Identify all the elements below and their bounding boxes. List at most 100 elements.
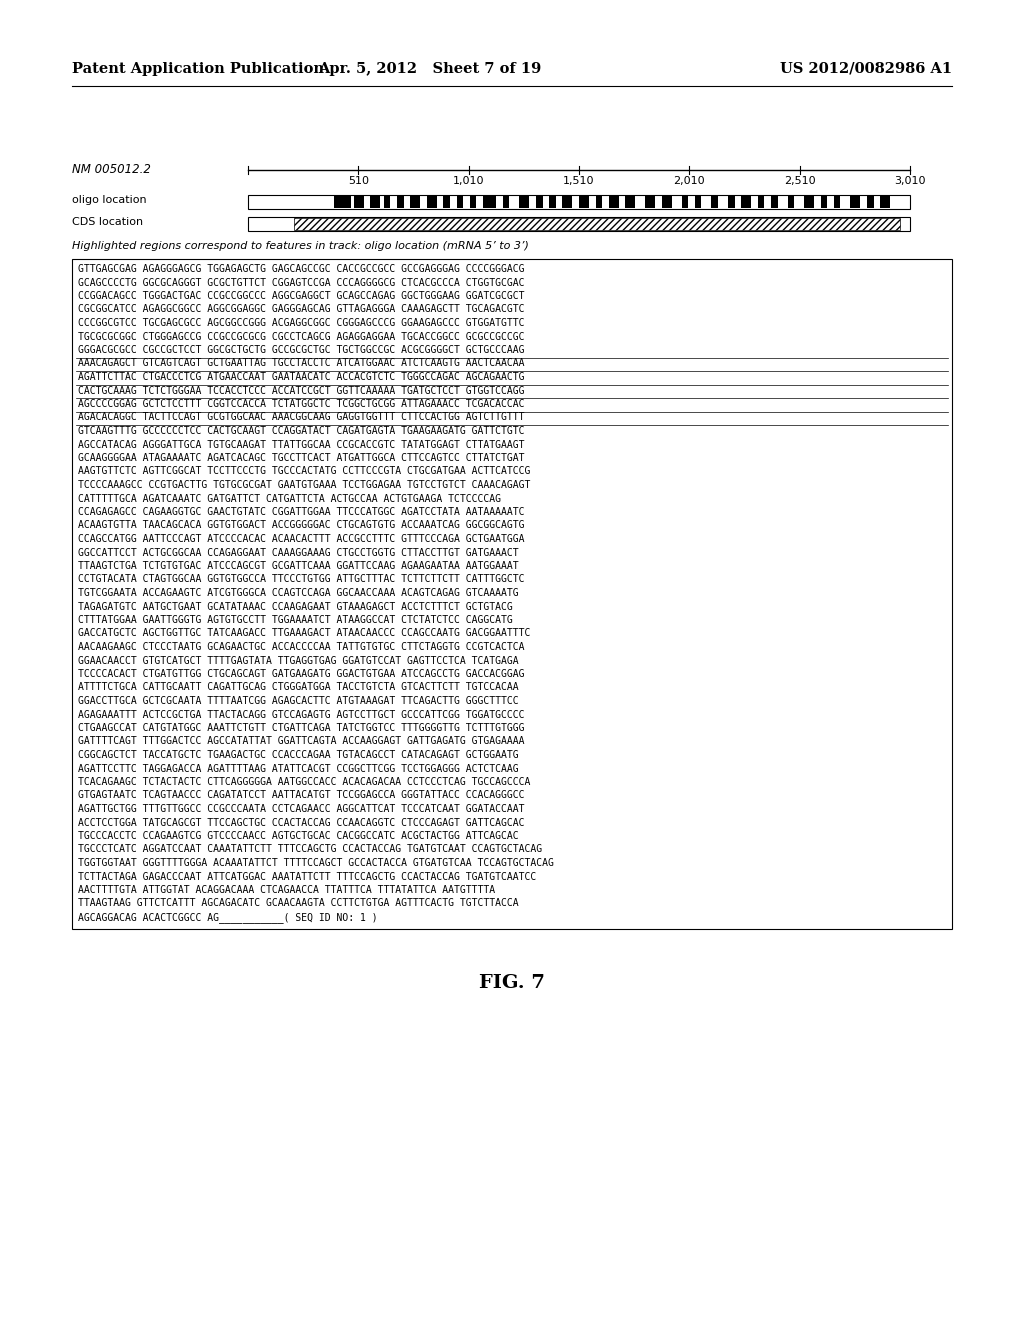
Text: CDS location: CDS location [72,216,143,227]
Bar [645,195,655,209]
Text: TCTTACTAGA GAGACCCAAT ATTCATGGAC AAATATTCTT TTTCCAGCTG CCACTACCAG TGATGTCAATCC: TCTTACTAGA GAGACCCAAT ATTCATGGAC AAATATT… [78,871,537,882]
Bar [384,195,390,209]
Text: TGTCGGAATA ACCAGAAGTC ATCGTGGGCA CCAGTCCAGA GGCAACCAAA ACAGTCAGAG GTCAAAATG: TGTCGGAATA ACCAGAAGTC ATCGTGGGCA CCAGTCC… [78,587,518,598]
Text: TCCCCACACT CTGATGTTGG CTGCAGCAGT GATGAAGATG GGACTGTGAA ATCCAGCCTG GACCACGGAG: TCCCCACACT CTGATGTTGG CTGCAGCAGT GATGAAG… [78,669,524,678]
Text: AGCAGGACAG ACACTCGGCC AG___________( SEQ ID NO: 1 ): AGCAGGACAG ACACTCGGCC AG___________( SEQ… [78,912,378,923]
Text: GGCCATTCCT ACTGCGGCAA CCAGAGGAAT CAAAGGAAAG CTGCCTGGTG CTTACCTTGT GATGAAACT: GGCCATTCCT ACTGCGGCAA CCAGAGGAAT CAAAGGA… [78,548,518,557]
Text: GGGACGCGCC CGCCGCTCCT GGCGCTGCTG GCCGCGCTGC TGCTGGCCGC ACGCGGGGCT GCTGCCCAAG: GGGACGCGCC CGCCGCTCCT GGCGCTGCTG GCCGCGC… [78,345,524,355]
Text: CTTTATGGAA GAATTGGGTG AGTGTGCCTT TGGAAAATCT ATAAGGCCAT CTCTATCTCC CAGGCATG: CTTTATGGAA GAATTGGGTG AGTGTGCCTT TGGAAAA… [78,615,513,624]
Text: GTGAGTAATC TCAGTAACCC CAGATATCCT AATTACATGT TCCGGAGCCA GGGTATTACC CCACAGGGCC: GTGAGTAATC TCAGTAACCC CAGATATCCT AATTACA… [78,791,524,800]
Bar [562,195,572,209]
Bar [881,195,890,209]
Bar [411,195,420,209]
Text: FIG. 7: FIG. 7 [479,974,545,991]
Text: GCAAGGGGAA ATAGAAAATC AGATCACAGC TGCCTTCACT ATGATTGGCA CTTCCAGTCC CTTATCTGAT: GCAAGGGGAA ATAGAAAATC AGATCACAGC TGCCTTC… [78,453,524,463]
Bar [662,195,672,209]
Text: Highlighted regions correspond to features in track: oligo location (mRNA 5’ to : Highlighted regions correspond to featur… [72,242,528,251]
Bar [536,195,543,209]
Bar [470,195,476,209]
Text: 1,010: 1,010 [453,176,484,186]
Text: CCCGGCGTCC TGCGAGCGCC AGCGGCCGGG ACGAGGCGGC CGGGAGCCCG GGAAGAGCCC GTGGATGTTC: CCCGGCGTCC TGCGAGCGCC AGCGGCCGGG ACGAGGC… [78,318,524,327]
Text: TTAAGTAAG GTTCTCATTT AGCAGACATC GCAACAAGTA CCTTCTGTGA AGTTTCACTG TGTCTTACCA: TTAAGTAAG GTTCTCATTT AGCAGACATC GCAACAAG… [78,899,518,908]
Text: CATTTTTGCA AGATCAAATC GATGATTCT CATGATTCTA ACTGCCAA ACTGTGAAGA TCTCCCCAG: CATTTTTGCA AGATCAAATC GATGATTCT CATGATTC… [78,494,501,503]
Text: GCAGCCCCTG GGCGCAGGGT GCGCTGTTCT CGGAGTCCGA CCCAGGGGCG CTCACGCCCA CTGGTGCGAC: GCAGCCCCTG GGCGCAGGGT GCGCTGTTCT CGGAGTC… [78,277,524,288]
Text: Patent Application Publication: Patent Application Publication [72,62,324,77]
Bar [820,195,827,209]
Bar [787,195,795,209]
Bar [867,195,873,209]
Bar [371,195,380,209]
Text: GTTGAGCGAG AGAGGGAGCG TGGAGAGCTG GAGCAGCCGC CACCGCCGCC GCCGAGGGAG CCCCGGGACG: GTTGAGCGAG AGAGGGAGCG TGGAGAGCTG GAGCAGC… [78,264,524,275]
Text: AAACAGAGCT GTCAGTCAGT GCTGAATTAG TGCCTACCTC ATCATGGAAC ATCTCAAGTG AACTCAACAA: AAACAGAGCT GTCAGTCAGT GCTGAATTAG TGCCTAC… [78,359,524,368]
Text: 510: 510 [348,176,369,186]
Text: CCAGCCATGG AATTCCCAGT ATCCCCACAC ACAACACTTT ACCGCCTTTC GTTTCCCAGA GCTGAATGGA: CCAGCCATGG AATTCCCAGT ATCCCCACAC ACAACAC… [78,535,524,544]
Bar [626,195,635,209]
Bar [712,195,718,209]
Bar [579,195,589,209]
Text: oligo location: oligo location [72,195,146,205]
Bar [248,195,910,209]
Text: AGATTGCTGG TTTGTTGGCC CCGCCCAATA CCTCAGAACC AGGCATTCAT TCCCATCAAT GGATACCAAT: AGATTGCTGG TTTGTTGGCC CCGCCCAATA CCTCAGA… [78,804,524,814]
Bar [549,195,556,209]
Bar [427,195,436,209]
Text: CACTGCAAAG TCTCTGGGAA TCCACCTCCC ACCATCCGCT GGTTCAAAAA TGATGCTCCT GTGGTCCAGG: CACTGCAAAG TCTCTGGGAA TCCACCTCCC ACCATCC… [78,385,524,396]
Text: TCACAGAAGC TCTACTACTC CTTCAGGGGGA AATGGCCACC ACACAGACAA CCTCCCTCAG TGCCAGCCCA: TCACAGAAGC TCTACTACTC CTTCAGGGGGA AATGGC… [78,777,530,787]
Bar [850,195,860,209]
Bar [728,195,734,209]
Bar [596,195,602,209]
Text: AACTTTTGTA ATTGGTAT ACAGGACAAA CTCAGAACCA TTATTTCA TTTATATTCA AATGTTTTA: AACTTTTGTA ATTGGTAT ACAGGACAAA CTCAGAACC… [78,884,496,895]
Bar [741,195,752,209]
Text: 2,010: 2,010 [674,176,706,186]
Bar [72,259,952,928]
Text: TGCGCGCGGC CTGGGAGCCG CCGCCGCGCG CGCCTCAGCG AGAGGAGGAA TGCACCGGCC GCGCCGCCGC: TGCGCGCGGC CTGGGAGCCG CCGCCGCGCG CGCCTCA… [78,331,524,342]
Bar [682,195,688,209]
Text: ACCTCCTGGA TATGCAGCGT TTCCAGCTGC CCACTACCAG CCAACAGGTC CTCCCAGAGT GATTCAGCAC: ACCTCCTGGA TATGCAGCGT TTCCAGCTGC CCACTAC… [78,817,524,828]
Text: GATTTTCAGT TTTGGACTCC AGCCATATTAT GGATTCAGTA ACCAAGGAGT GATTGAGATG GTGAGAAAA: GATTTTCAGT TTTGGACTCC AGCCATATTAT GGATTC… [78,737,524,747]
Text: CCAGAGAGCC CAGAAGGTGC GAACTGTATC CGGATTGGAA TTCCCATGGC AGATCCTATA AATAAAAATC: CCAGAGAGCC CAGAAGGTGC GAACTGTATC CGGATTG… [78,507,524,517]
Bar [457,195,463,209]
Text: NM 005012.2: NM 005012.2 [72,162,151,176]
Bar [609,195,618,209]
Text: TTAAGTCTGA TCTGTGTGAC ATCCCAGCGT GCGATTCAAA GGATTCCAAG AGAAGAATAA AATGGAAAT: TTAAGTCTGA TCTGTGTGAC ATCCCAGCGT GCGATTC… [78,561,518,572]
Text: AGAGAAATTT ACTCCGCTGA TTACTACAGG GTCCAGAGTG AGTCCTTGCT GCCCATTCGG TGGATGCCCC: AGAGAAATTT ACTCCGCTGA TTACTACAGG GTCCAGA… [78,710,524,719]
Bar [248,216,910,231]
Bar [483,195,497,209]
Text: TGCCCTCATC AGGATCCAAT CAAATATTCTT TTTCCAGCTG CCACTACCAG TGATGTCAAT CCAGTGCTACAG: TGCCCTCATC AGGATCCAAT CAAATATTCTT TTTCCA… [78,845,542,854]
Text: AGCCATACAG AGGGATTGCA TGTGCAAGAT TTATTGGCAA CCGCACCGTC TATATGGAGT CTTATGAAGT: AGCCATACAG AGGGATTGCA TGTGCAAGAT TTATTGG… [78,440,524,450]
Bar [758,195,764,209]
Text: GTCAAGTTTG GCCCCCCTCC CACTGCAAGT CCAGGATACT CAGATGAGTA TGAAGAAGATG GATTCTGTC: GTCAAGTTTG GCCCCCCTCC CACTGCAAGT CCAGGAT… [78,426,524,436]
Text: AGATTCTTAC CTGACCCTCG ATGAACCAAT GAATAACATC ACCACGTCTC TGGGCCAGAC AGCAGAACTG: AGATTCTTAC CTGACCCTCG ATGAACCAAT GAATAAC… [78,372,524,381]
Text: AACAAGAAGC CTCCCTAATG GCAGAACTGC ACCACCCCAA TATTGTGTGC CTTCTAGGTG CCGTCACTCA: AACAAGAAGC CTCCCTAATG GCAGAACTGC ACCACCC… [78,642,524,652]
Text: TGCCCACCTC CCAGAAGTCG GTCCCCAACC AGTGCTGCAC CACGGCCATC ACGCTACTGG ATTCAGCAC: TGCCCACCTC CCAGAAGTCG GTCCCCAACC AGTGCTG… [78,832,518,841]
Bar [334,195,350,209]
Bar [354,195,364,209]
Text: TAGAGATGTC AATGCTGAAT GCATATAAAC CCAAGAGAAT GTAAAGAGCT ACCTCTTTCT GCTGTACG: TAGAGATGTC AATGCTGAAT GCATATAAAC CCAAGAG… [78,602,513,611]
Text: CCTGTACATA CTAGTGGCAA GGTGTGGCCA TTCCCTGTGG ATTGCTTTAC TCTTCTTCTT CATTTGGCTC: CCTGTACATA CTAGTGGCAA GGTGTGGCCA TTCCCTG… [78,574,524,585]
Text: 1,510: 1,510 [563,176,595,186]
Bar [443,195,450,209]
Text: ACAAGTGTTA TAACAGCACA GGTGTGGACT ACCGGGGGAC CTGCAGTGTG ACCAAATCAG GGCGGCAGTG: ACAAGTGTTA TAACAGCACA GGTGTGGACT ACCGGGG… [78,520,524,531]
Text: AGATTCCTTC TAGGAGACCA AGATTTTAAG ATATTCACGT CCGGCTTCGG TCCTGGAGGG ACTCTCAAG: AGATTCCTTC TAGGAGACCA AGATTTTAAG ATATTCA… [78,763,518,774]
Text: ATTTTCTGCA CATTGCAATT CAGATTGCAG CTGGGATGGA TACCTGTCTA GTCACTTCTT TGTCCACAA: ATTTTCTGCA CATTGCAATT CAGATTGCAG CTGGGAT… [78,682,518,693]
Text: AGCCCCGGAG GCTCTCCTTT CGGTCCACCA TCTATGGCTC TCGGCTGCGG ATTAGAAACC TCGACACCAC: AGCCCCGGAG GCTCTCCTTT CGGTCCACCA TCTATGG… [78,399,524,409]
Text: GGAACAACCT GTGTCATGCT TTTTGAGTATA TTGAGGTGAG GGATGTCCAT GAGTTCCTCA TCATGAGA: GGAACAACCT GTGTCATGCT TTTTGAGTATA TTGAGG… [78,656,518,665]
Text: CTGAAGCCAT CATGTATGGC AAATTCTGTT CTGATTCAGA TATCTGGTCC TTTGGGGTTG TCTTTGTGGG: CTGAAGCCAT CATGTATGGC AAATTCTGTT CTGATTC… [78,723,524,733]
Bar [804,195,814,209]
Text: CGGCAGCTCT TACCATGCTC TGAAGACTGC CCACCCAGAA TGTACAGCCT CATACAGAGT GCTGGAATG: CGGCAGCTCT TACCATGCTC TGAAGACTGC CCACCCA… [78,750,518,760]
Text: CCGGACAGCC TGGGACTGAC CCGCCGGCCC AGGCGAGGCT GCAGCCAGAG GGCTGGGAAG GGATCGCGCT: CCGGACAGCC TGGGACTGAC CCGCCGGCCC AGGCGAG… [78,290,524,301]
Text: Apr. 5, 2012   Sheet 7 of 19: Apr. 5, 2012 Sheet 7 of 19 [318,62,542,77]
Bar [294,218,900,230]
Text: AGACACAGGC TACTTCCAGT GCGTGGCAAC AAACGGCAAG GAGGTGGTTT CTTCCACTGG AGTCTTGTTT: AGACACAGGC TACTTCCAGT GCGTGGCAAC AAACGGC… [78,412,524,422]
Text: TCCCCAAAGCC CCGTGACTTG TGTGCGCGAT GAATGTGAAA TCCTGGAGAA TGTCCTGTCT CAAACAGAGT: TCCCCAAAGCC CCGTGACTTG TGTGCGCGAT GAATGT… [78,480,530,490]
Bar [771,195,777,209]
Bar [695,195,701,209]
Text: GACCATGCTC AGCTGGTTGC TATCAAGACC TTGAAAGACT ATAACAACCC CCAGCCAATG GACGGAATTTC: GACCATGCTC AGCTGGTTGC TATCAAGACC TTGAAAG… [78,628,530,639]
Text: AAGTGTTCTC AGTTCGGCAT TCCTTCCCTG TGCCCACTATG CCTTCCCGTA CTGCGATGAA ACTTCATCCG: AAGTGTTCTC AGTTCGGCAT TCCTTCCCTG TGCCCAC… [78,466,530,477]
Text: TGGTGGTAAT GGGTTTTGGGA ACAAATATTCT TTTTCCAGCT GCCACTACCA GTGATGTCAA TCCAGTGCTACA: TGGTGGTAAT GGGTTTTGGGA ACAAATATTCT TTTTC… [78,858,554,869]
Text: US 2012/0082986 A1: US 2012/0082986 A1 [780,62,952,77]
Text: GGACCTTGCA GCTCGCAATA TTTTAATCGG AGAGCACTTC ATGTAAAGAT TTCAGACTTG GGGCTTTCC: GGACCTTGCA GCTCGCAATA TTTTAATCGG AGAGCAC… [78,696,518,706]
Bar [503,195,510,209]
Text: CGCGGCATCC AGAGGCGGCC AGGCGGAGGC GAGGGAGCAG GTTAGAGGGA CAAAGAGCTT TGCAGACGTC: CGCGGCATCC AGAGGCGGCC AGGCGGAGGC GAGGGAG… [78,305,524,314]
Text: 3,010: 3,010 [894,176,926,186]
Bar [519,195,529,209]
